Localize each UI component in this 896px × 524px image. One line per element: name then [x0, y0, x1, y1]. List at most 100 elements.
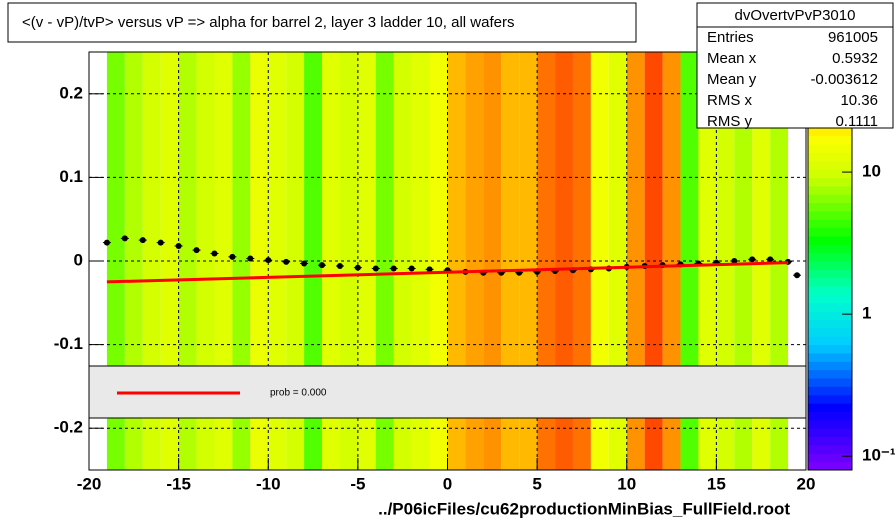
x-tick-label: -5	[350, 474, 365, 493]
color-bar-segment	[808, 453, 852, 463]
color-bar-segment	[808, 135, 852, 145]
color-bar-segment	[808, 244, 852, 254]
legend-label: prob = 0.000	[270, 388, 327, 399]
stats-value: 961005	[828, 29, 878, 46]
color-bar-segment	[808, 436, 852, 446]
color-bar-segment	[808, 219, 852, 229]
plot-area: prob = 0.000	[88, 51, 807, 471]
color-bar-segment	[808, 194, 852, 203]
color-bar-segment	[808, 444, 852, 454]
z-tick-label: 1	[862, 304, 871, 323]
x-tick-label: 15	[707, 474, 726, 493]
stats-title: dvOvertvPvP3010	[735, 7, 856, 24]
chart-title: <(v - vP)/tvP> versus vP => alpha for ba…	[22, 14, 514, 31]
color-bar-segment	[808, 461, 852, 471]
profile-point	[157, 239, 164, 246]
profile-point	[103, 239, 110, 246]
x-tick-label: 20	[797, 474, 816, 493]
color-bar-segment	[808, 386, 852, 396]
color-bar-segment	[808, 261, 852, 270]
profile-point	[229, 253, 236, 260]
stats-value: 0.5932	[832, 50, 878, 67]
y-tick-label: -0.2	[54, 418, 83, 437]
color-bar-segment	[808, 269, 852, 279]
stats-label: Mean x	[707, 50, 757, 67]
x-tick-label: 5	[532, 474, 541, 493]
color-bar-segment	[808, 202, 852, 212]
color-bar-segment	[808, 403, 852, 412]
color-bar-segment	[808, 143, 852, 153]
profile-point	[319, 262, 326, 269]
profile-point	[336, 263, 343, 270]
color-bar-segment	[808, 235, 852, 245]
color-bar-segment	[808, 369, 852, 379]
color-bar-segment	[808, 227, 852, 237]
color-bar-segment	[808, 428, 852, 438]
profile-point	[767, 256, 774, 263]
stats-value: 0.1111	[835, 113, 878, 130]
profile-point	[426, 266, 433, 273]
color-bar-segment	[808, 277, 852, 287]
stats-value: -0.003612	[810, 71, 878, 88]
color-bar-segment	[808, 210, 852, 220]
color-bar-segment	[808, 302, 852, 312]
profile-point	[211, 250, 218, 257]
color-bar-segment	[808, 336, 852, 346]
stats-label: RMS y	[707, 113, 753, 130]
color-bar-segment	[808, 319, 852, 329]
color-bar-segment	[808, 252, 852, 262]
profile-point	[731, 258, 738, 264]
profile-point	[247, 255, 254, 262]
color-bar-segment	[808, 294, 852, 304]
profile-point	[283, 258, 290, 265]
color-bar-segment	[808, 419, 852, 429]
color-bar-segment	[808, 152, 852, 162]
profile-point	[301, 260, 308, 267]
profile-point	[139, 237, 146, 244]
frame	[88, 51, 807, 471]
color-bar-segment	[808, 394, 852, 404]
x-tick-label: -10	[256, 474, 281, 493]
profile-point	[354, 264, 361, 271]
profile-point	[390, 265, 397, 272]
title-box	[7, 2, 637, 43]
color-bar-segment	[808, 378, 852, 387]
z-tick-label: 10	[862, 162, 881, 181]
color-bar-segment	[808, 411, 852, 421]
color-bar-segment	[808, 185, 852, 195]
color-bar-segment	[808, 327, 852, 337]
stats-label: Mean y	[707, 71, 757, 88]
y-tick-label: 0	[74, 250, 83, 269]
profile-point	[265, 257, 272, 264]
profile-point	[175, 242, 182, 249]
profile-point	[372, 265, 379, 272]
stats-value: 10.36	[840, 92, 878, 109]
stats-label: Entries	[707, 29, 754, 46]
stats-box	[696, 2, 894, 129]
color-bar-segment	[808, 160, 852, 170]
fit-line	[106, 261, 789, 284]
color-bar-segment	[808, 361, 852, 371]
color-bar-segment	[808, 127, 852, 137]
profile-point	[121, 235, 128, 242]
profile-point	[794, 272, 801, 279]
color-bar-segment	[808, 169, 852, 178]
x-tick-label: -15	[166, 474, 191, 493]
color-bar-segment	[808, 286, 852, 295]
profile-point	[749, 256, 756, 263]
x-tick-label: 10	[617, 474, 636, 493]
stats-label: RMS x	[707, 92, 753, 109]
color-bar-segment	[808, 352, 852, 362]
footer: ../P06icFiles/cu62productionMinBias_Full…	[378, 499, 790, 518]
color-bar-segment	[808, 177, 852, 187]
color-bar-segment	[808, 311, 852, 321]
z-tick-label: 10⁻¹	[862, 446, 896, 465]
x-tick-label: 0	[443, 474, 452, 493]
profile-point	[193, 247, 200, 254]
y-tick-label: 0.2	[59, 83, 83, 102]
color-bar-segment	[808, 344, 852, 354]
y-tick-label: 0.1	[59, 167, 83, 186]
y-tick-label: -0.1	[54, 334, 83, 353]
profile-point	[408, 265, 415, 272]
